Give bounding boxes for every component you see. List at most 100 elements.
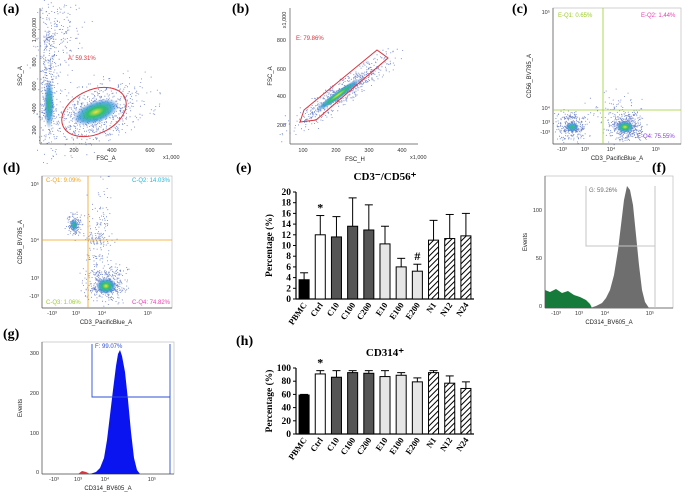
panel-f-ytick: 50: [536, 256, 542, 262]
bar-pbmc: [298, 394, 310, 435]
panel-a-xlabel: FSC_A: [96, 156, 115, 162]
panel-a-ytick: 800: [32, 57, 38, 66]
panel-d-xlabel: CD3_PacificBlue_A: [80, 320, 132, 326]
panel-b-scatter: [279, 48, 404, 143]
panel-b-xtick: 100: [298, 148, 307, 154]
panel-c-q4: E-Q4: 75.55%: [637, 134, 675, 140]
panel-b-ytick: 400: [277, 94, 286, 100]
y-tick-label: 40: [282, 404, 292, 414]
y-tick-label: 20: [282, 188, 292, 198]
panel-g-label: (g): [3, 327, 20, 342]
panel-c-ytick: 10⁴: [542, 105, 551, 112]
panel-g-xtick: 10⁵: [148, 476, 156, 483]
panel-c-scatter: [553, 88, 648, 146]
scatter-cloud: [79, 175, 118, 293]
panel-a-xmult: x1,000: [163, 155, 180, 161]
panel-d-xtick: 10⁵: [144, 310, 152, 317]
bar-c10: [330, 376, 342, 435]
bar-n12: [444, 238, 456, 300]
panel-a: (a) A: 59.31% FSC_A SSC_A 200 400 600 x1…: [3, 0, 180, 164]
panel-b-xtick: 400: [397, 148, 406, 154]
x-tick-label: E200: [403, 300, 422, 321]
panel-a-scatter: [26, 0, 161, 164]
y-tick-label: 4: [286, 274, 291, 284]
panel-b-ytick: 600: [277, 67, 286, 73]
panel-d-xtick: 10³: [72, 311, 80, 317]
x-tick-label: N24: [454, 300, 471, 318]
panel-b-xtick: 300: [364, 148, 373, 154]
panel-f-histogram: [590, 186, 649, 308]
x-tick-label: Ctrl: [308, 300, 325, 319]
significance-mark: *: [317, 201, 323, 215]
panel-c-label: (c): [512, 2, 528, 17]
panel-c: (c) E-Q1: 0.65% E-Q2: 1.44% E-Q4: 75.55%…: [512, 2, 682, 162]
panel-d-xtick: -10³: [47, 311, 57, 317]
panel-c-ytick: 10⁵: [542, 9, 550, 16]
panel-e-label: (e): [236, 161, 252, 176]
panel-g-xtick: -10³: [49, 477, 59, 483]
panel-g-xlabel: CD314_BV605_A: [84, 486, 131, 492]
panel-c-q2: E-Q2: 1.44%: [641, 13, 676, 19]
panel-c-xtick: 10⁴: [607, 146, 616, 153]
y-tick-label: 20: [282, 417, 292, 427]
panel-b-gate: [299, 49, 389, 123]
panel-d-ytick: -10³: [29, 294, 39, 300]
x-tick-label: C200: [354, 435, 373, 456]
panel-a-ytick: 600: [32, 81, 38, 90]
y-tick-label: 10: [282, 242, 292, 252]
panel-b-ytick: 200: [277, 123, 286, 129]
panel-c-ylabel: CD56_BV785_A: [527, 54, 533, 98]
x-tick-label: N1: [424, 435, 438, 449]
panel-c-xtick: 10⁵: [652, 146, 660, 153]
panel-a-ytick: 1,000,000: [32, 18, 38, 42]
y-axis-label: Percentage (%): [264, 214, 275, 277]
panel-d: (d) C-Q1: 9.09% C-Q2: 14.03% C-Q3: 1.06%…: [3, 161, 173, 326]
panel-a-ytick: 200: [32, 125, 38, 134]
bar-pbmc: [298, 279, 310, 300]
x-tick-label: C200: [354, 300, 373, 321]
panel-d-xtick: 10⁴: [98, 310, 107, 317]
bar-c10: [330, 236, 342, 300]
panel-d-ytick: 10⁴: [31, 237, 40, 244]
panel-f-histogram-negative: [545, 289, 592, 308]
panel-f-xtick: 10³: [575, 311, 583, 317]
y-tick-label: 0: [286, 430, 291, 440]
x-tick-label: N12: [438, 300, 455, 318]
panel-f-ylabel: Events: [523, 233, 529, 251]
panel-c-q1: E-Q1: 0.65%: [558, 13, 593, 19]
bar-e200: [411, 270, 423, 300]
panel-c-ytick: 10³: [542, 120, 550, 126]
panel-c-xtick: 10³: [581, 147, 589, 153]
x-tick-label: Ctrl: [308, 435, 325, 454]
panel-b: (b) E: 79.86% FSC_H FSC_A 100 200 300 40…: [232, 2, 427, 163]
x-tick-label: C100: [338, 435, 357, 456]
panel-g-histogram: [90, 350, 140, 474]
panel-g: (g) F: 99.07% CD314_BV605_A Events 300 2…: [3, 327, 175, 492]
bar-n12: [444, 382, 456, 435]
y-tick-label: 0: [286, 295, 291, 305]
panel-f-ytick: 100: [533, 208, 542, 214]
panel-f-xtick: 10⁵: [646, 310, 654, 317]
panel-f-gate-label: G: 59.26%: [589, 188, 618, 194]
x-tick-label: N12: [438, 435, 455, 453]
y-tick-label: 18: [282, 199, 292, 209]
panel-g-ytick: 0: [36, 470, 39, 476]
panel-f-ytick: 0: [539, 304, 542, 310]
bar-c200: [363, 229, 375, 300]
panel-a-xtick: 200: [69, 148, 78, 154]
panel-a-xtick: 400: [107, 148, 116, 154]
panel-b-ylabel: FSC_A: [268, 66, 274, 85]
panel-d-q4: C-Q4: 74.82%: [132, 300, 171, 306]
panel-c-ytick: -10³: [540, 130, 550, 136]
panel-a-ylabel: SSC_A: [18, 66, 24, 86]
bar-n1: [428, 372, 440, 435]
significance-mark: *: [317, 356, 323, 370]
scatter-cloud: [36, 2, 61, 164]
panel-c-xtick: -10³: [557, 147, 567, 153]
panel-b-ymult: x1,000: [282, 12, 288, 29]
x-tick-label: C100: [338, 300, 357, 321]
